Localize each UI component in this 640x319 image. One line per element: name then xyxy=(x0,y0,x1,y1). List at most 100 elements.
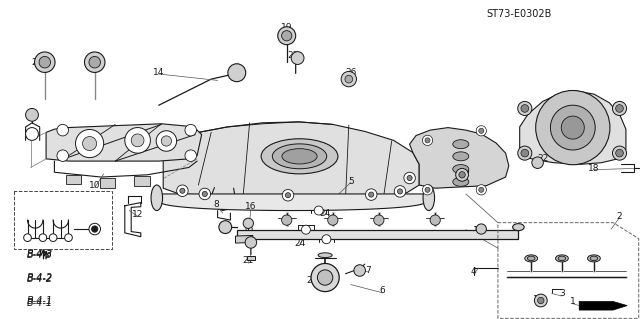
Circle shape xyxy=(49,234,57,241)
Text: 11: 11 xyxy=(25,131,36,140)
Bar xyxy=(66,175,81,184)
Circle shape xyxy=(521,105,529,112)
Text: 4: 4 xyxy=(471,267,476,276)
Ellipse shape xyxy=(151,185,163,211)
Bar xyxy=(237,230,518,239)
Circle shape xyxy=(407,175,412,181)
Circle shape xyxy=(365,189,377,200)
Circle shape xyxy=(83,137,97,151)
Ellipse shape xyxy=(273,144,327,169)
Circle shape xyxy=(328,215,338,225)
Polygon shape xyxy=(157,194,429,211)
Circle shape xyxy=(177,185,188,197)
Circle shape xyxy=(311,263,339,292)
Text: FR.: FR. xyxy=(588,301,603,310)
Polygon shape xyxy=(579,301,627,310)
Text: B-4-2: B-4-2 xyxy=(27,274,53,284)
Circle shape xyxy=(39,56,51,68)
Ellipse shape xyxy=(453,177,468,186)
Ellipse shape xyxy=(318,253,332,258)
Text: 24: 24 xyxy=(294,239,305,248)
Circle shape xyxy=(57,150,68,161)
Text: B-4-3: B-4-3 xyxy=(27,250,53,260)
Circle shape xyxy=(131,134,144,147)
Polygon shape xyxy=(163,122,419,197)
Circle shape xyxy=(394,186,406,197)
Circle shape xyxy=(35,52,55,72)
Circle shape xyxy=(518,146,532,160)
Text: ST73-E0302B: ST73-E0302B xyxy=(486,9,552,19)
Circle shape xyxy=(285,193,291,198)
Ellipse shape xyxy=(453,152,468,161)
Text: 24: 24 xyxy=(307,276,318,285)
Circle shape xyxy=(89,223,100,235)
Circle shape xyxy=(125,128,150,153)
Circle shape xyxy=(345,75,353,83)
Circle shape xyxy=(92,226,98,232)
Circle shape xyxy=(430,215,440,225)
Text: 20: 20 xyxy=(31,58,43,67)
Circle shape xyxy=(202,191,207,197)
Text: 26: 26 xyxy=(345,68,356,77)
Text: 17: 17 xyxy=(473,226,484,235)
Circle shape xyxy=(282,189,294,201)
Circle shape xyxy=(534,294,547,307)
Ellipse shape xyxy=(590,256,598,261)
Polygon shape xyxy=(46,124,202,161)
Text: 18: 18 xyxy=(588,164,600,173)
Bar xyxy=(247,256,255,260)
Circle shape xyxy=(89,56,100,68)
Ellipse shape xyxy=(261,139,338,174)
Circle shape xyxy=(76,130,104,158)
Polygon shape xyxy=(236,235,253,243)
Circle shape xyxy=(228,64,246,82)
Text: B-4-1: B-4-1 xyxy=(27,298,53,308)
Circle shape xyxy=(374,215,384,225)
Text: 14: 14 xyxy=(153,68,164,77)
Ellipse shape xyxy=(556,255,568,262)
Text: 23: 23 xyxy=(287,51,299,60)
Text: B-4-2: B-4-2 xyxy=(27,272,53,283)
Circle shape xyxy=(536,91,610,165)
Text: 7: 7 xyxy=(365,266,371,275)
Ellipse shape xyxy=(513,224,524,231)
Circle shape xyxy=(278,27,296,45)
Circle shape xyxy=(282,215,292,225)
Text: 5: 5 xyxy=(348,177,353,186)
Polygon shape xyxy=(410,128,509,188)
Text: 2: 2 xyxy=(617,212,622,221)
Circle shape xyxy=(65,234,72,241)
Circle shape xyxy=(518,101,532,115)
Ellipse shape xyxy=(282,149,317,164)
Text: 3: 3 xyxy=(559,289,564,298)
Ellipse shape xyxy=(453,140,468,149)
Circle shape xyxy=(341,71,356,87)
Circle shape xyxy=(219,221,232,234)
Circle shape xyxy=(422,185,433,195)
Circle shape xyxy=(538,297,544,304)
Circle shape xyxy=(291,52,304,64)
Text: 6: 6 xyxy=(380,286,385,295)
Circle shape xyxy=(550,105,595,150)
Circle shape xyxy=(532,157,543,168)
Text: 12: 12 xyxy=(132,210,143,219)
Circle shape xyxy=(282,31,292,41)
Text: 8: 8 xyxy=(214,200,219,209)
Circle shape xyxy=(84,52,105,72)
Circle shape xyxy=(561,116,584,139)
Text: 13: 13 xyxy=(243,224,254,233)
Ellipse shape xyxy=(423,185,435,211)
Circle shape xyxy=(476,185,486,195)
Circle shape xyxy=(180,188,185,193)
Circle shape xyxy=(39,234,47,241)
Text: B-4-1: B-4-1 xyxy=(27,296,53,307)
Circle shape xyxy=(479,128,484,133)
Ellipse shape xyxy=(527,256,535,261)
Ellipse shape xyxy=(558,256,566,261)
Circle shape xyxy=(161,136,172,146)
Text: 9: 9 xyxy=(463,168,468,177)
Circle shape xyxy=(422,135,433,145)
Circle shape xyxy=(404,172,415,184)
Circle shape xyxy=(57,124,68,136)
Text: 22: 22 xyxy=(537,154,548,163)
